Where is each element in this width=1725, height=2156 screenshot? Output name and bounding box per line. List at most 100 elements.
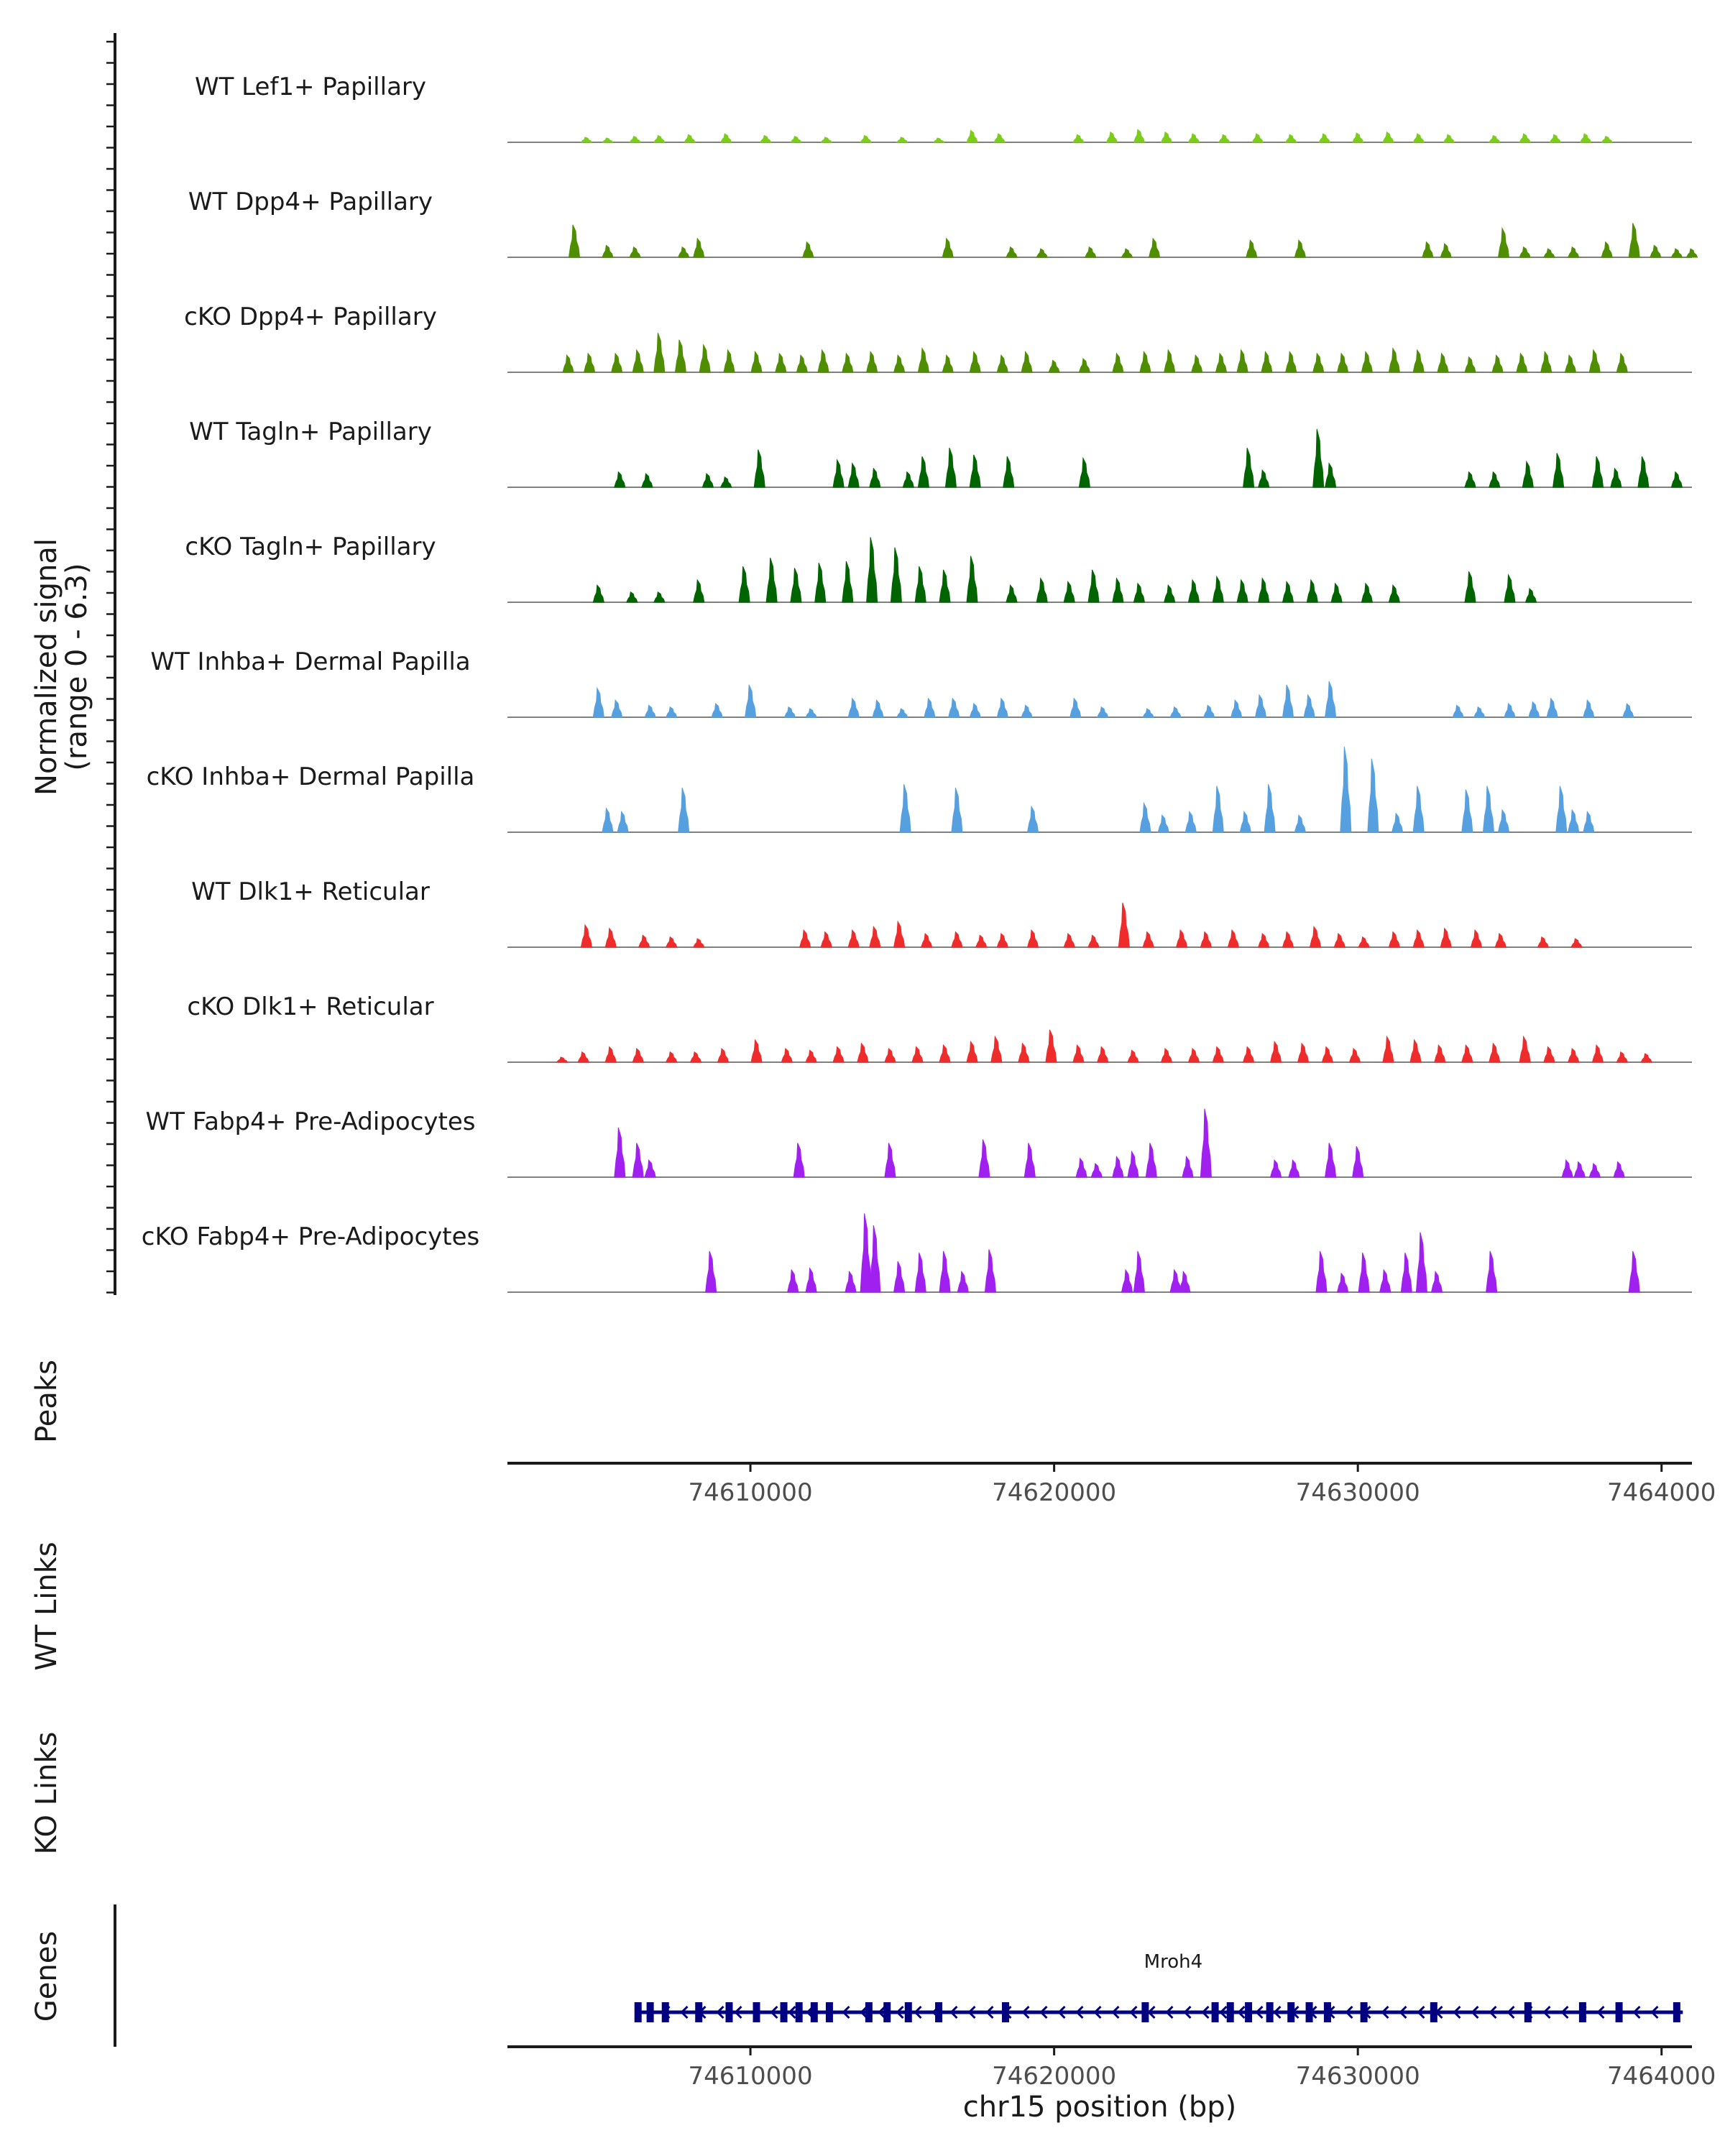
signal-peak xyxy=(614,1127,626,1178)
signal-peak xyxy=(1434,1044,1446,1063)
signal-peak xyxy=(893,920,906,948)
signal-peak xyxy=(1294,239,1307,258)
signal-peak xyxy=(1315,1250,1328,1293)
signal-peak xyxy=(869,1225,881,1293)
gene-exon xyxy=(1615,2002,1623,2022)
signal-peak xyxy=(939,1250,951,1293)
signal-peak xyxy=(644,704,656,718)
strand-arrow xyxy=(1453,2005,1461,2019)
signal-peak xyxy=(1412,133,1425,143)
signal-peak xyxy=(1440,242,1452,258)
signal-peak xyxy=(1169,1268,1182,1293)
signal-peak xyxy=(1613,1161,1625,1178)
signal-peak xyxy=(1145,1143,1157,1178)
strand-arrow xyxy=(1596,2005,1605,2019)
gene-exon xyxy=(1360,2002,1368,2022)
strand-arrow xyxy=(1471,2005,1479,2019)
signal-peak xyxy=(610,352,623,373)
signal-peak xyxy=(745,684,757,718)
signal-peak xyxy=(1246,239,1258,258)
signal-peak xyxy=(1164,349,1176,373)
signal-peak xyxy=(893,354,906,373)
signal-peak xyxy=(996,697,1008,718)
signal-peak xyxy=(1087,569,1100,603)
signal-peak xyxy=(1036,577,1048,603)
track-label: WT Dpp4+ Papillary xyxy=(188,188,433,216)
gene-exon xyxy=(1141,2002,1149,2022)
strand-arrow xyxy=(680,2005,689,2019)
signal-peak xyxy=(1382,1035,1394,1063)
strand-arrow xyxy=(1399,2005,1407,2019)
signal-peak xyxy=(975,934,988,948)
signal-peak xyxy=(753,449,765,488)
signal-peak xyxy=(1422,241,1434,258)
track-label: cKO Inhba+ Dermal Papilla xyxy=(147,763,475,791)
gene-exon xyxy=(753,2002,760,2022)
gene-exon xyxy=(1211,2002,1219,2022)
signal-peak xyxy=(914,566,926,603)
signal-peak xyxy=(1127,1049,1139,1063)
x-tick-label: 74610000 xyxy=(689,2062,813,2091)
gene-exon xyxy=(1305,2002,1313,2022)
strand-arrow xyxy=(914,2005,922,2019)
signal-peak xyxy=(689,1051,702,1063)
strand-arrow xyxy=(1147,2005,1156,2019)
signal-peak xyxy=(1650,244,1662,258)
signal-peak xyxy=(1303,694,1315,718)
gene-exon xyxy=(1266,2002,1274,2022)
gene-exon xyxy=(883,2002,891,2022)
signal-peak xyxy=(1519,133,1531,143)
signal-peak xyxy=(1169,706,1182,718)
signal-peak xyxy=(914,1253,926,1293)
signal-peak xyxy=(1236,349,1248,373)
gene-exon xyxy=(810,2002,818,2022)
signal-peak xyxy=(860,134,872,143)
strand-arrow xyxy=(1219,2005,1228,2019)
signal-peak xyxy=(1351,132,1364,143)
signal-peak xyxy=(917,347,929,373)
signal-peak xyxy=(1118,902,1130,948)
signal-peak xyxy=(1588,1162,1601,1178)
signal-peak xyxy=(1133,1250,1145,1293)
gene-exon xyxy=(725,2002,733,2022)
signal-peak xyxy=(1543,1046,1555,1063)
signal-peak xyxy=(820,137,833,143)
track-wt-dlk1-reticular: WT Dlk1+ Reticular xyxy=(191,877,1692,948)
gene-track: Mroh4 xyxy=(114,1904,1683,2047)
signal-peak xyxy=(1440,927,1452,948)
gene-exon xyxy=(1323,2002,1331,2022)
strand-arrow xyxy=(1542,2005,1551,2019)
signal-peak xyxy=(1264,784,1276,833)
signal-peak xyxy=(1218,134,1230,143)
signal-peak xyxy=(614,471,626,488)
signal-peak xyxy=(1215,352,1228,373)
signal-peak xyxy=(1358,1253,1370,1293)
signal-peak xyxy=(1670,248,1683,258)
signal-peak xyxy=(893,1261,906,1293)
signal-peak xyxy=(1361,582,1374,603)
signal-peak xyxy=(832,459,845,488)
strand-arrow xyxy=(770,2005,778,2019)
signal-peak xyxy=(1391,812,1404,833)
signal-peak xyxy=(920,932,933,948)
signal-peak xyxy=(1212,575,1224,603)
signal-peak xyxy=(1187,579,1200,603)
signal-peak xyxy=(902,471,914,488)
gene-exon xyxy=(646,2002,654,2022)
signal-peak xyxy=(1488,134,1501,143)
signal-peak xyxy=(802,241,814,258)
signal-peak xyxy=(1504,702,1516,718)
signal-peak xyxy=(1601,241,1613,258)
signal-peak xyxy=(1567,246,1580,258)
signal-peak xyxy=(1285,350,1297,373)
signal-peak xyxy=(1464,356,1476,373)
signal-peak xyxy=(1616,352,1628,373)
signal-peak xyxy=(1361,350,1373,373)
signal-peak xyxy=(1318,133,1330,143)
signal-peak xyxy=(1588,349,1601,373)
gene-exon xyxy=(1002,2002,1010,2022)
signal-peak xyxy=(789,136,802,143)
strand-arrow xyxy=(860,2005,868,2019)
signal-peak xyxy=(1443,134,1455,143)
strand-arrow xyxy=(967,2005,976,2019)
